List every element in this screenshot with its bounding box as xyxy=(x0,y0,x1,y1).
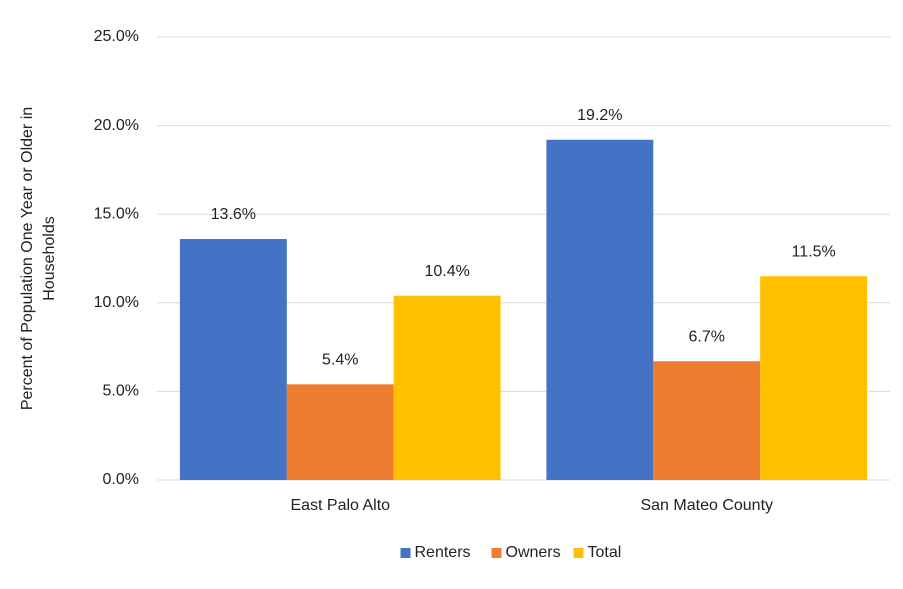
legend-swatch xyxy=(400,548,411,558)
legend-label: Total xyxy=(588,544,622,561)
value-label: 6.7% xyxy=(689,328,725,345)
bar xyxy=(760,276,868,480)
legend-swatch xyxy=(491,548,502,558)
x-tick-label: East Palo Alto xyxy=(290,497,390,514)
y-tick-label: 20.0% xyxy=(94,117,139,134)
value-label: 5.4% xyxy=(322,352,358,369)
bar xyxy=(179,239,287,480)
value-label: 19.2% xyxy=(577,107,622,124)
y-axis-label-line: Households xyxy=(41,216,58,301)
legend-label: Renters xyxy=(415,544,471,561)
value-label: 10.4% xyxy=(424,263,469,280)
y-axis-label: Percent of Population One Year or Older … xyxy=(19,107,58,410)
legend-swatch xyxy=(573,548,584,558)
legend-label: Owners xyxy=(506,544,561,561)
y-tick-label: 0.0% xyxy=(103,471,139,488)
bar xyxy=(653,361,761,480)
y-tick-label: 10.0% xyxy=(94,294,139,311)
bar xyxy=(286,384,394,480)
value-label: 13.6% xyxy=(211,206,256,223)
value-label: 11.5% xyxy=(792,243,836,260)
y-tick-label: 25.0% xyxy=(94,28,139,45)
y-tick-label: 15.0% xyxy=(94,205,139,222)
bar xyxy=(393,295,501,480)
y-tick-label: 5.0% xyxy=(103,383,139,400)
y-axis-label-line: Percent of Population One Year or Older … xyxy=(19,107,36,410)
x-tick-label: San Mateo County xyxy=(640,497,773,514)
bar xyxy=(546,139,654,480)
